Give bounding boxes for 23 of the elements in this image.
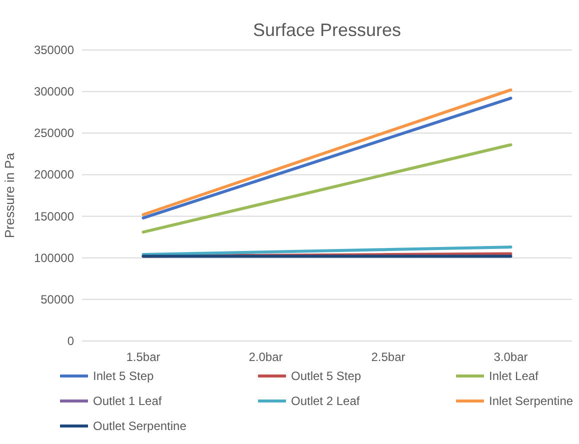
chart-title: Surface Pressures bbox=[252, 20, 402, 40]
y-tick-label: 150000 bbox=[34, 209, 74, 224]
y-tick-label: 350000 bbox=[34, 43, 74, 57]
legend-label: Outlet 5 Step bbox=[291, 369, 362, 383]
legend-label: Inlet Leaf bbox=[489, 369, 540, 383]
x-tick-label: 1.5bar bbox=[126, 350, 160, 364]
line-series bbox=[142, 246, 512, 256]
legend-label: Outlet 2 Leaf bbox=[291, 394, 360, 408]
y-tick-label: 0 bbox=[67, 334, 74, 348]
y-tick-label: 250000 bbox=[34, 126, 74, 140]
y-tick-label: 100000 bbox=[34, 250, 74, 265]
y-tick-label: 200000 bbox=[34, 168, 74, 182]
legend-label: Inlet 5 Step bbox=[93, 369, 154, 383]
line-series bbox=[142, 143, 512, 234]
legend-label: Outlet Serpentine bbox=[93, 419, 187, 433]
x-tick-label: 2.0bar bbox=[248, 350, 283, 364]
legend-label: Inlet Serpentine bbox=[489, 394, 574, 408]
y-tick-label: 50000 bbox=[40, 292, 74, 306]
y-axis-title: Pressure in Pa bbox=[2, 152, 17, 238]
y-tick-label: 300000 bbox=[34, 84, 74, 99]
legend-label: Outlet 1 Leaf bbox=[93, 394, 162, 408]
x-tick-label: 3.0bar bbox=[494, 350, 528, 364]
x-tick-label: 2.5bar bbox=[371, 350, 406, 364]
